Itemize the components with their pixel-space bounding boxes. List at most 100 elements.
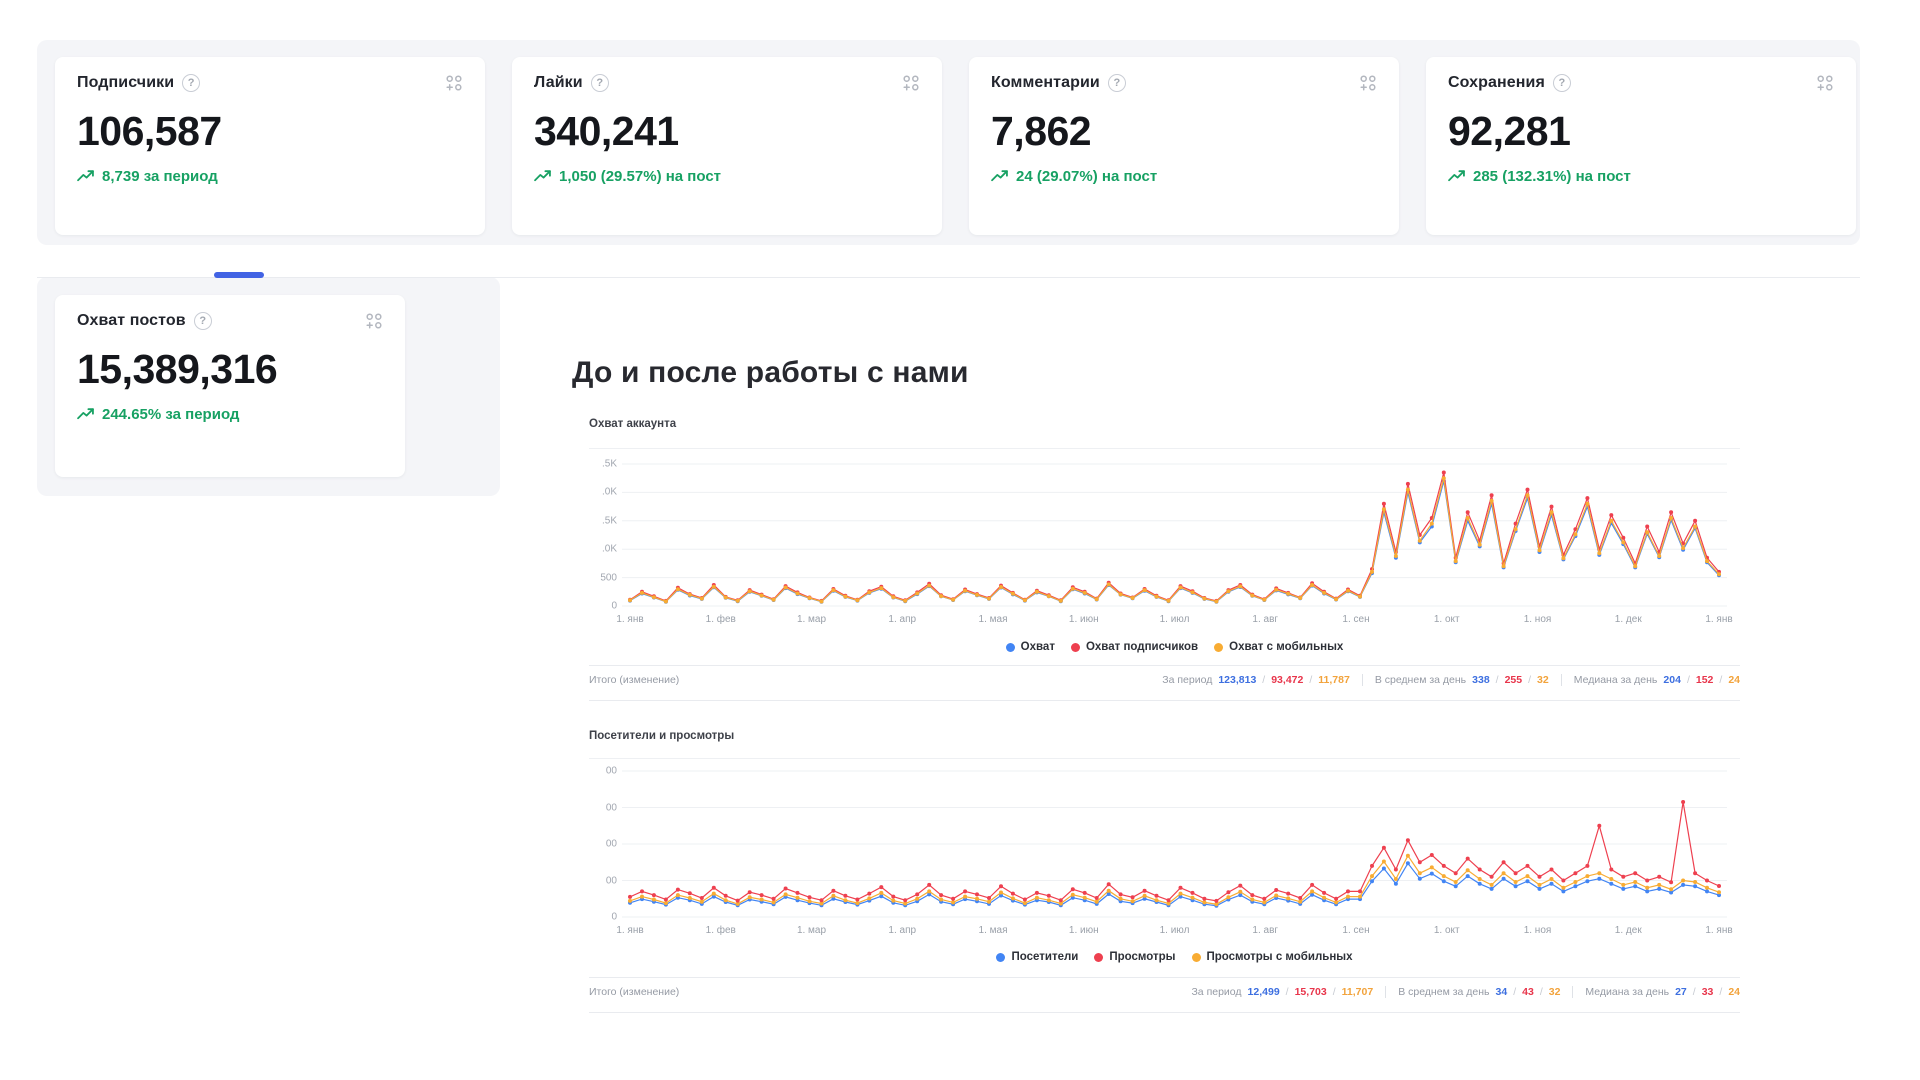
totals-value: 15,703 bbox=[1294, 986, 1327, 998]
x-tick-label: 1. окт bbox=[1433, 925, 1460, 936]
card-value: 92,281 bbox=[1448, 108, 1571, 154]
widget-add-icon[interactable] bbox=[1816, 74, 1834, 92]
data-point bbox=[1609, 877, 1614, 881]
legend-item[interactable]: Охват bbox=[1005, 641, 1055, 653]
data-point bbox=[1082, 890, 1087, 895]
data-point bbox=[1585, 496, 1590, 501]
data-point bbox=[651, 595, 656, 600]
help-icon[interactable]: ? bbox=[193, 312, 212, 330]
legend-item[interactable]: Охват подписчиков bbox=[1070, 641, 1198, 653]
x-axis-labels: 1. янв 1. фев 1. мар 1. апр 1. мая 1. июн 1. и… bbox=[616, 925, 1732, 939]
data-point bbox=[1645, 524, 1650, 529]
data-point bbox=[1381, 866, 1386, 871]
x-tick-label: 1. мая bbox=[978, 925, 1008, 936]
series-line bbox=[629, 801, 1720, 902]
help-icon[interactable]: ? bbox=[1552, 74, 1571, 92]
data-point bbox=[1669, 880, 1674, 885]
data-point bbox=[951, 900, 956, 905]
legend-dot-icon bbox=[1214, 642, 1224, 652]
totals-section: За период 12,499 / 15,703 / 11,707 bbox=[1191, 986, 1373, 998]
data-point bbox=[1693, 880, 1698, 884]
data-point bbox=[1465, 510, 1470, 515]
totals-values: За период 12,499 / 15,703 / 11,707 В среднем з… bbox=[1191, 986, 1740, 998]
data-point bbox=[1669, 890, 1674, 895]
card-title: Лайки bbox=[534, 74, 583, 91]
totals-value: 32 bbox=[1537, 674, 1549, 686]
legend-item[interactable]: Просмотры bbox=[1094, 951, 1176, 963]
data-point bbox=[1178, 885, 1183, 890]
data-point bbox=[1358, 894, 1362, 899]
data-point bbox=[831, 888, 836, 893]
stat-card-comments: Комментарии ? 7,862 24 (29.07%) на пост bbox=[969, 57, 1399, 235]
data-point bbox=[1537, 548, 1542, 553]
data-point bbox=[939, 893, 944, 898]
help-icon[interactable]: ? bbox=[182, 74, 201, 92]
y-tick-label: 00 bbox=[605, 765, 617, 777]
scroll-indicator[interactable] bbox=[214, 272, 264, 278]
data-point bbox=[903, 898, 908, 903]
data-point bbox=[1190, 590, 1195, 595]
totals-section: За период 123,813 / 93,472 / 11,787 bbox=[1162, 674, 1350, 686]
widget-add-icon[interactable] bbox=[365, 312, 383, 330]
data-point bbox=[1022, 897, 1027, 902]
widget-add-icon[interactable] bbox=[1359, 74, 1377, 92]
divider bbox=[589, 700, 1740, 701]
data-point bbox=[1489, 886, 1494, 891]
totals-value: 24 bbox=[1728, 986, 1740, 998]
widget-add-icon[interactable] bbox=[445, 74, 463, 92]
data-point bbox=[903, 598, 908, 603]
data-point bbox=[735, 598, 740, 603]
data-point bbox=[1501, 564, 1506, 569]
data-point bbox=[1405, 838, 1410, 843]
data-point bbox=[771, 900, 776, 905]
help-icon[interactable]: ? bbox=[590, 74, 609, 92]
data-point bbox=[759, 893, 764, 898]
totals-value: 27 bbox=[1675, 986, 1687, 998]
data-point bbox=[1441, 879, 1446, 884]
legend-dot-icon bbox=[1191, 952, 1201, 962]
data-point bbox=[903, 901, 908, 906]
data-point bbox=[1669, 510, 1674, 515]
card-title: Охват постов bbox=[77, 312, 186, 329]
data-point bbox=[855, 897, 860, 902]
data-point bbox=[675, 887, 680, 892]
data-point bbox=[1058, 898, 1063, 903]
data-point bbox=[1046, 893, 1051, 898]
data-point bbox=[1417, 860, 1422, 865]
data-point bbox=[723, 595, 728, 600]
data-point bbox=[831, 588, 836, 593]
legend-item[interactable]: Посетители bbox=[996, 951, 1078, 963]
stat-card-saves: Сохранения ? 92,281 285 (132.31%) на пос… bbox=[1426, 57, 1856, 235]
data-point bbox=[759, 593, 764, 598]
data-point bbox=[1465, 516, 1470, 520]
data-point bbox=[1441, 476, 1446, 481]
legend-item[interactable]: Просмотры с мобильных bbox=[1191, 951, 1353, 963]
data-point bbox=[1250, 893, 1255, 898]
data-point bbox=[1130, 895, 1135, 900]
legend-label: Посетители bbox=[1011, 951, 1079, 963]
help-icon[interactable]: ? bbox=[1107, 74, 1126, 92]
data-point bbox=[1393, 881, 1398, 886]
data-point bbox=[1705, 889, 1709, 894]
data-point bbox=[1094, 899, 1099, 904]
data-point bbox=[1549, 881, 1554, 886]
data-point bbox=[1597, 871, 1602, 876]
totals-row: Итого (изменение) За период 12,499 / 15,703… bbox=[589, 986, 1740, 998]
data-point bbox=[1298, 596, 1303, 600]
x-tick-label: 1. авг bbox=[1252, 614, 1279, 625]
data-point bbox=[1226, 895, 1231, 900]
data-point bbox=[795, 591, 800, 596]
chart-title: Охват аккаунта bbox=[589, 418, 677, 430]
card-value: 7,862 bbox=[991, 108, 1092, 154]
x-tick-label: 1. мар bbox=[796, 614, 827, 625]
trending-up-icon bbox=[1448, 170, 1465, 182]
widget-add-icon[interactable] bbox=[902, 74, 920, 92]
data-point bbox=[879, 894, 884, 899]
stat-card-likes: Лайки ? 340,241 1,050 (29.57%) на пост bbox=[512, 57, 942, 235]
data-point bbox=[1657, 554, 1662, 558]
legend-item[interactable]: Охват с мобильных bbox=[1214, 641, 1343, 653]
plot-area: .5K .0K .5K .0K 500 0 bbox=[589, 455, 1740, 612]
data-point bbox=[1106, 888, 1111, 893]
data-point bbox=[1154, 898, 1159, 903]
data-point bbox=[1549, 510, 1554, 515]
